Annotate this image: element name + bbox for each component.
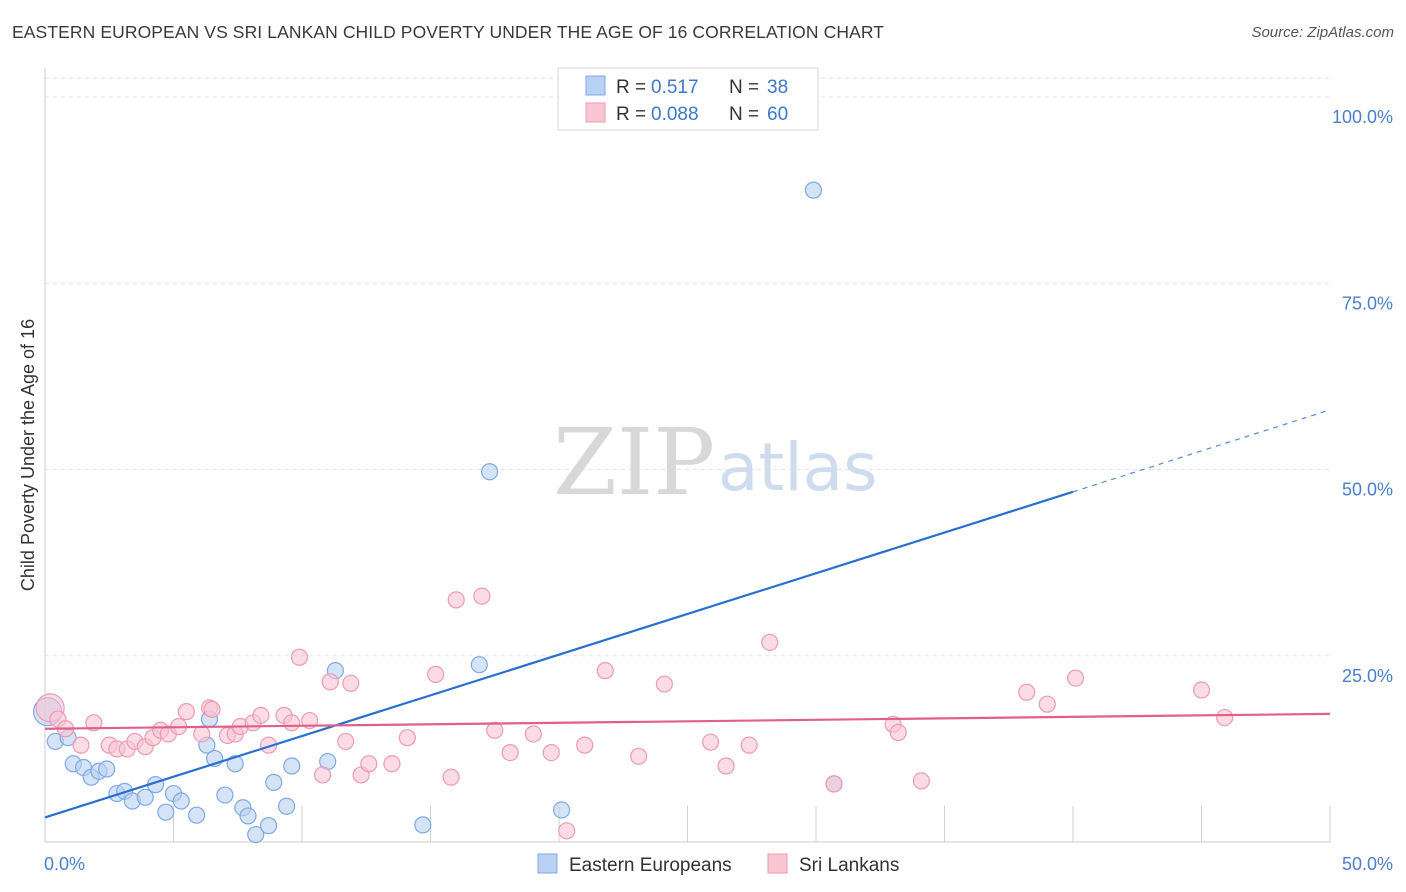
sri-lankan-point xyxy=(825,775,843,793)
sri-lankan-point xyxy=(576,736,594,754)
y-tick-label: 50.0% xyxy=(1342,480,1393,500)
sri-lankan-point xyxy=(337,732,355,751)
sri-lankan-point xyxy=(290,648,309,666)
sri-lankan-point xyxy=(252,706,270,724)
y-tick-label: 25.0% xyxy=(1342,666,1393,686)
series-legend: Eastern Europeans Sri Lankans xyxy=(537,853,899,876)
y-tick-labels: 100.0% 75.0% 50.0% 25.0% xyxy=(1332,107,1393,686)
eastern-european-point xyxy=(481,463,499,481)
sri-lankan-point xyxy=(1038,695,1056,713)
sri-lankan-point xyxy=(1018,683,1036,701)
sri-lankan-point xyxy=(558,822,576,840)
sri-lankan-point xyxy=(542,743,560,762)
sri-lankan-point xyxy=(427,665,445,683)
eastern-european-point xyxy=(804,181,823,199)
series-legend-label: Eastern Europeans xyxy=(569,855,732,876)
eastern-european-trend-extension xyxy=(1072,409,1331,493)
sri-lankan-point xyxy=(501,743,519,762)
stats-n-value: 38 xyxy=(767,77,788,98)
series-legend-swatch xyxy=(537,853,558,874)
sri-lankan-point xyxy=(342,674,360,692)
sri-lankan-point xyxy=(740,736,758,754)
sri-lankan-point xyxy=(383,755,401,773)
sri-lankan-point xyxy=(360,755,378,773)
eastern-european-point xyxy=(552,801,571,819)
y-axis-label: Child Poverty Under the Age of 16 xyxy=(18,319,38,591)
stats-r-label: R = xyxy=(616,104,646,125)
stats-legend-swatch xyxy=(585,75,606,96)
sri-lankan-point xyxy=(1192,681,1211,699)
stats-legend-swatch xyxy=(585,102,606,123)
eastern-european-point xyxy=(239,807,257,825)
sri-lankan-point xyxy=(655,675,673,693)
grid-lines xyxy=(45,77,1330,657)
stats-legend: R = 0.517 N = 38 R = 0.088 N = 60 xyxy=(557,67,819,131)
stats-r-value: 0.088 xyxy=(651,104,699,125)
eastern-european-point xyxy=(172,792,190,810)
watermark-zip: ZIP xyxy=(553,409,715,516)
y-tick-label: 75.0% xyxy=(1342,293,1393,313)
sri-lankan-point xyxy=(702,733,720,751)
sri-lankan-point xyxy=(203,700,221,718)
stats-n-label: N = xyxy=(729,77,759,98)
eastern-european-point xyxy=(414,816,432,834)
sri-lankan-point xyxy=(72,736,90,754)
eastern-european-point xyxy=(283,757,301,775)
source-label: Source: ZipAtlas.com xyxy=(1251,24,1394,41)
sri-lankan-point xyxy=(912,772,930,790)
eastern-european-point xyxy=(98,760,116,778)
sri-lankan-point xyxy=(283,714,301,732)
sri-lankan-point xyxy=(313,766,332,784)
sri-lankan-point xyxy=(85,714,103,732)
sri-lankan-point xyxy=(473,587,491,605)
sri-lankan-point xyxy=(193,725,211,743)
series-legend-label: Sri Lankans xyxy=(799,855,899,876)
sri-lankan-trend-line xyxy=(44,712,1331,730)
stats-n-label: N = xyxy=(729,104,759,125)
stats-n-value: 60 xyxy=(767,104,788,125)
eastern-european-point xyxy=(157,803,175,821)
x-tick-label: 0.0% xyxy=(44,854,85,874)
watermark: ZIP atlas xyxy=(553,409,878,516)
watermark-atlas: atlas xyxy=(718,429,878,506)
eastern-european-point xyxy=(265,773,283,792)
eastern-european-point xyxy=(247,825,265,844)
sri-lankan-point xyxy=(398,729,416,747)
eastern-european-point xyxy=(216,786,234,804)
x-tick-label: 50.0% xyxy=(1342,854,1393,874)
sri-lankan-point xyxy=(596,662,614,680)
eastern-european-point xyxy=(277,797,296,815)
sri-lankan-point xyxy=(447,591,465,609)
sri-lankan-point xyxy=(442,768,460,786)
sri-lankan-point xyxy=(1216,708,1234,727)
stats-r-label: R = xyxy=(616,77,646,98)
sri-lankan-point xyxy=(321,673,339,691)
chart-title: EASTERN EUROPEAN VS SRI LANKAN CHILD POV… xyxy=(12,22,885,42)
sri-lankan-point xyxy=(524,725,542,743)
eastern-european-point xyxy=(136,788,154,806)
data-points xyxy=(32,181,1234,844)
stats-r-value: 0.517 xyxy=(651,77,699,98)
eastern-european-trend-line xyxy=(44,490,1074,819)
eastern-european-point xyxy=(188,806,206,824)
sri-lankan-point xyxy=(889,723,907,742)
eastern-european-point xyxy=(470,656,488,674)
trend-lines xyxy=(44,409,1331,819)
series-legend-swatch xyxy=(767,853,788,874)
sri-lankan-point xyxy=(717,757,735,775)
sri-lankan-point xyxy=(486,721,504,739)
sri-lankan-point xyxy=(630,747,648,765)
sri-lankan-point xyxy=(177,703,195,721)
sri-lankan-point xyxy=(761,633,779,651)
eastern-european-point xyxy=(226,755,244,773)
sri-lankan-point xyxy=(1066,669,1085,687)
y-tick-label: 100.0% xyxy=(1332,107,1393,127)
eastern-european-point xyxy=(259,817,278,835)
x-tick-labels: 0.0% 50.0% xyxy=(44,854,1393,874)
